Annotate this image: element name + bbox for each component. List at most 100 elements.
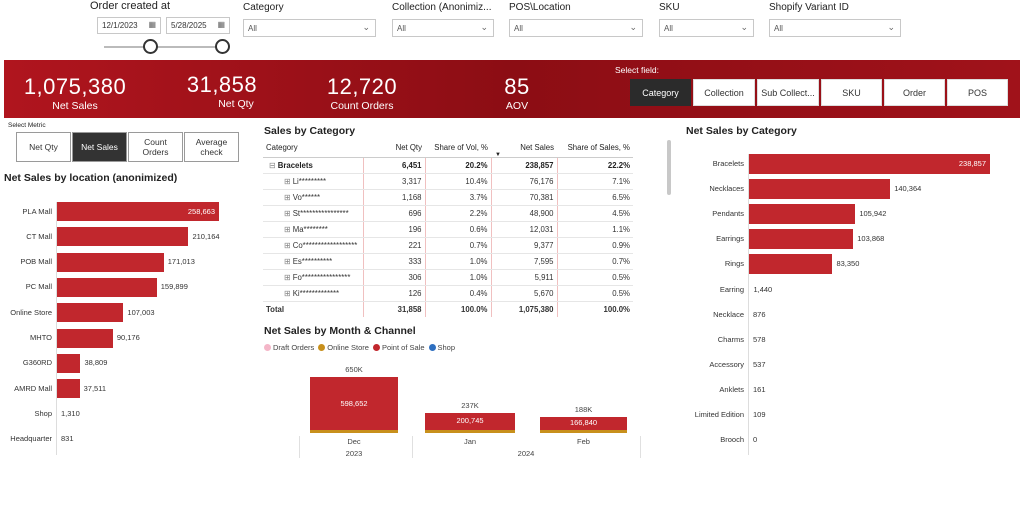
table-row[interactable]: ⊞ St**************** 696 2.2% 48,900 4.5%: [263, 205, 633, 222]
collapse-icon[interactable]: ⊟: [269, 160, 278, 170]
bar-online-store[interactable]: [540, 430, 627, 433]
metric-button-count-orders[interactable]: Count Orders: [128, 132, 183, 162]
collection-dropdown[interactable]: All ⌄: [392, 19, 494, 37]
table-row[interactable]: ⊞ Ma******** 196 0.6% 12,031 1.1%: [263, 221, 633, 238]
legend-item[interactable]: Online Store: [318, 343, 369, 352]
share-sales-cell: 1.1%: [556, 221, 633, 238]
bar[interactable]: [748, 179, 891, 200]
bar[interactable]: [56, 379, 80, 399]
sku-dropdown-value: All: [664, 24, 673, 33]
chevron-down-icon: ⌄: [887, 22, 895, 32]
category-cell: ⊞ Ki*************: [263, 285, 363, 302]
legend-item[interactable]: Shop: [428, 343, 455, 352]
field-button-sub-collection[interactable]: Sub Collect...: [757, 79, 819, 106]
start-date-input[interactable]: 12/1/2023 ▦: [97, 17, 161, 34]
bar[interactable]: [56, 252, 164, 272]
share-sales-cell: 6.5%: [556, 189, 633, 206]
table-row[interactable]: ⊞ Fo**************** 306 1.0% 5,911 0.5%: [263, 269, 633, 286]
category-dropdown[interactable]: All ⌄: [243, 19, 376, 37]
field-button-category[interactable]: Category: [630, 79, 691, 106]
slider-end-handle[interactable]: [215, 39, 230, 54]
column-header-net-sales-label: Net Sales: [520, 143, 554, 153]
kpi-label: AOV: [505, 100, 529, 112]
bar[interactable]: [56, 227, 189, 247]
share-sales-cell: 0.5%: [556, 285, 633, 302]
bar[interactable]: [748, 154, 990, 174]
legend-swatch: [428, 344, 436, 351]
year-label: 2023: [345, 449, 363, 458]
data-label: 1,310: [61, 408, 80, 418]
metric-button-average-check[interactable]: Average check: [184, 132, 239, 162]
category-name: Es**********: [292, 256, 333, 266]
share-vol-cell: 0.4%: [424, 285, 491, 302]
calendar-icon[interactable]: ▦: [148, 20, 156, 29]
column-header-net-sales[interactable]: Net Sales ▼: [491, 139, 557, 158]
end-date-input[interactable]: 5/28/2025 ▦: [166, 17, 230, 34]
bar[interactable]: [56, 353, 81, 373]
column-header-category[interactable]: Category: [263, 139, 363, 158]
bar-online-store[interactable]: [310, 430, 398, 433]
data-label: 537: [753, 359, 766, 369]
bar[interactable]: [56, 328, 113, 348]
sku-dropdown[interactable]: All ⌄: [659, 19, 754, 37]
axis-line: [56, 202, 57, 455]
expand-icon[interactable]: ⊞: [284, 208, 293, 218]
date-range-slider[interactable]: [104, 46, 224, 48]
calendar-icon[interactable]: ▦: [217, 20, 225, 29]
table-row[interactable]: ⊞ Co****************** 221 0.7% 9,377 0.9%: [263, 237, 633, 254]
bar[interactable]: [748, 229, 854, 250]
bar-online-store[interactable]: [425, 430, 515, 433]
expand-icon[interactable]: ⊞: [284, 272, 293, 282]
table-scrollbar[interactable]: [667, 140, 671, 195]
bar[interactable]: [748, 254, 833, 275]
field-button-sku[interactable]: SKU: [821, 79, 882, 106]
field-button-collection[interactable]: Collection: [693, 79, 755, 106]
expand-icon[interactable]: ⊞: [284, 240, 293, 250]
month-label: Jan: [463, 437, 477, 446]
data-label: 0: [753, 435, 758, 445]
metric-button-net-qty[interactable]: Net Qty: [16, 132, 71, 162]
chevron-down-icon: ⌄: [740, 22, 748, 32]
data-label: 210,164: [192, 231, 220, 241]
bar[interactable]: [56, 277, 157, 297]
bar[interactable]: [56, 202, 219, 221]
expand-icon[interactable]: ⊞: [284, 288, 293, 298]
slider-start-handle[interactable]: [143, 39, 158, 54]
bar-point-of-sale[interactable]: [540, 416, 627, 430]
category-name: Fo****************: [292, 272, 351, 282]
data-label: 166,840: [569, 418, 598, 428]
expand-icon[interactable]: ⊞: [284, 192, 293, 202]
table-row[interactable]: ⊞ Li********* 3,317 10.4% 76,176 7.1%: [263, 173, 633, 190]
legend-label: Draft Orders: [273, 343, 315, 352]
bar[interactable]: [748, 204, 856, 225]
select-metric-label: Select Metric: [8, 122, 46, 129]
table-row[interactable]: Total 31,858 100.0% 1,075,380 100.0%: [263, 300, 633, 317]
table-row[interactable]: ⊞ Vo****** 1,168 3.7% 70,381 6.5%: [263, 189, 633, 206]
table-row[interactable]: ⊞ Es********** 333 1.0% 7,595 0.7%: [263, 253, 633, 270]
expand-icon[interactable]: ⊞: [284, 176, 293, 186]
field-button-pos[interactable]: POS: [947, 79, 1008, 106]
column-header-net-qty[interactable]: Net Qty: [363, 139, 425, 158]
field-button-order[interactable]: Order: [884, 79, 945, 106]
column-header-share-sales[interactable]: Share of Sales, %: [557, 139, 633, 158]
expand-icon[interactable]: ⊞: [284, 224, 293, 234]
variant-dropdown[interactable]: All ⌄: [769, 19, 901, 37]
data-label: 103,868: [857, 234, 885, 244]
bar[interactable]: [56, 303, 124, 323]
table-row[interactable]: ⊟ Bracelets 6,451 20.2% 238,857 22.2%: [263, 157, 633, 174]
legend-item[interactable]: Draft Orders: [264, 343, 314, 352]
metric-button-net-sales[interactable]: Net Sales: [72, 132, 127, 162]
pos-dropdown[interactable]: All ⌄: [509, 19, 643, 37]
table-row[interactable]: ⊞ Ki************* 126 0.4% 5,670 0.5%: [263, 285, 633, 302]
total-label: 188K: [574, 404, 593, 414]
data-label: 107,003: [127, 307, 155, 317]
legend-item[interactable]: Point of Sale: [372, 343, 425, 352]
category-label: Accessory: [709, 359, 744, 369]
kpi-value: 12,720: [326, 74, 398, 99]
variant-filter-label: Shopify Variant ID: [769, 2, 849, 13]
bar-point-of-sale[interactable]: [425, 412, 515, 430]
expand-icon[interactable]: ⊞: [284, 256, 293, 266]
category-cell: ⊞ Li*********: [263, 173, 363, 190]
bar-point-of-sale[interactable]: [310, 377, 398, 430]
column-header-share-vol[interactable]: Share of Vol, %: [425, 139, 491, 158]
